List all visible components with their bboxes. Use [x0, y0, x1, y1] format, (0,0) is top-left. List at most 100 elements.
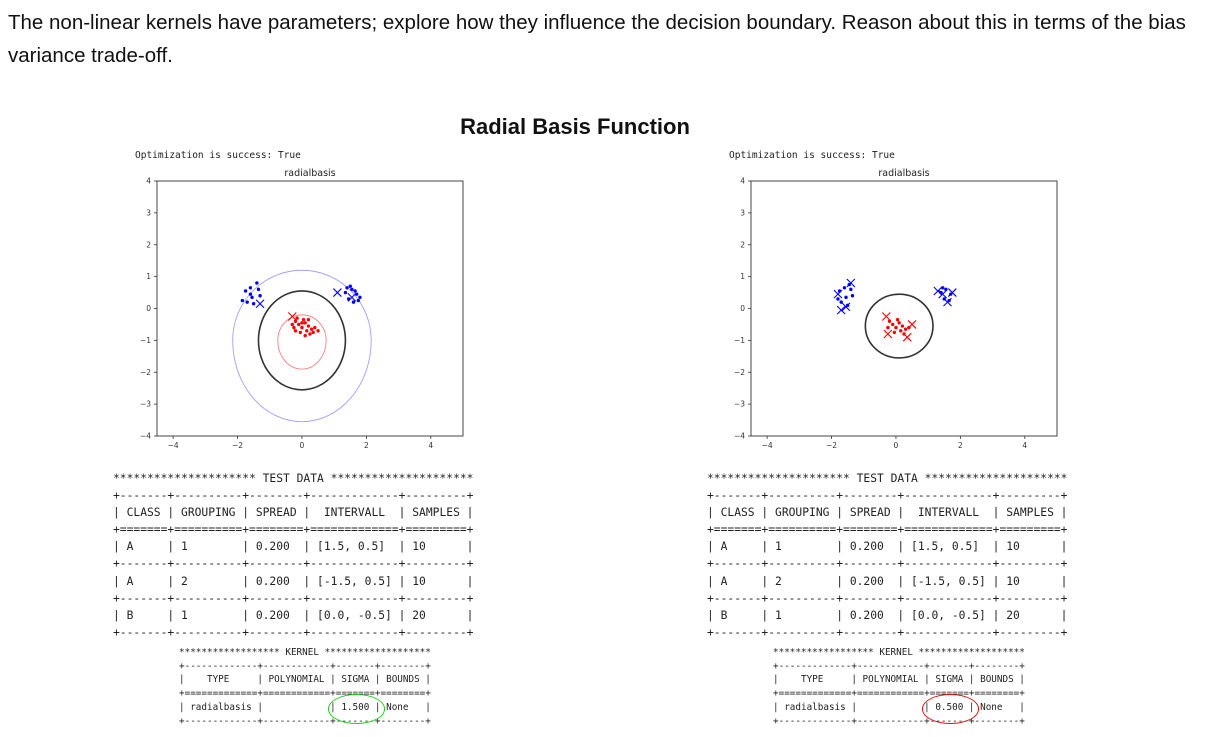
class-b-point — [301, 317, 306, 322]
class-a-point — [343, 290, 348, 295]
x-tick-label: 0 — [894, 441, 899, 450]
class-a-point — [258, 294, 262, 298]
class-a-point — [355, 292, 359, 296]
class-b-point — [309, 327, 314, 331]
support-vector-marker — [907, 320, 917, 329]
panel-sigma-1-5: Optimization is success: True radialbasi… — [113, 146, 543, 736]
test-data-table: ********************* TEST DATA ********… — [113, 472, 474, 639]
class-b-point — [900, 324, 905, 328]
class-b-point — [892, 330, 897, 335]
class-b-point — [887, 319, 892, 323]
panel-sigma-0-5: Optimization is success: True radialbasi… — [707, 146, 1137, 736]
x-tick-label: 2 — [364, 441, 369, 450]
class-a-point — [940, 286, 945, 290]
support-vector-marker — [883, 329, 893, 339]
class-b-point — [300, 321, 304, 325]
class-b-point — [899, 329, 903, 333]
class-a-point — [345, 286, 349, 290]
class-b-point — [295, 316, 299, 320]
class-a-point — [356, 298, 361, 303]
class-b-point — [303, 333, 307, 338]
y-tick-label: −3 — [140, 400, 151, 409]
optimization-status: Optimization is success: True — [729, 150, 895, 161]
support-vector-marker — [938, 289, 948, 299]
y-tick-label: −3 — [734, 400, 745, 409]
x-tick-label: −2 — [232, 441, 243, 450]
support-vector-marker — [943, 297, 952, 307]
class-a-point — [256, 287, 261, 292]
class-b-point — [316, 329, 320, 333]
support-vector-marker — [287, 312, 297, 321]
intro-paragraph: The non-linear kernels have parameters; … — [8, 11, 1186, 67]
x-tick-label: −2 — [826, 441, 837, 450]
class-b-point — [306, 324, 311, 328]
y-tick-label: 3 — [740, 208, 745, 217]
kernel-table: ****************** KERNEL **************… — [179, 647, 431, 727]
decision-boundary-contour — [257, 290, 347, 391]
class-a-point — [250, 295, 254, 300]
class-b-point — [313, 325, 317, 330]
class-b-point — [311, 330, 315, 335]
support-vector-marker — [332, 288, 342, 297]
class-a-point — [358, 295, 362, 300]
class-b-point — [308, 332, 312, 336]
class-a-point — [240, 298, 245, 303]
class-b-point — [293, 319, 298, 323]
y-tick-label: 1 — [146, 272, 151, 281]
margin-a-contour — [232, 269, 372, 422]
class-b-point — [292, 325, 296, 330]
x-tick-label: 4 — [1022, 441, 1027, 450]
y-tick-label: −1 — [734, 336, 745, 345]
class-b-point — [298, 330, 303, 335]
class-b-point — [300, 325, 304, 330]
support-vector-marker — [347, 292, 357, 302]
class-a-point — [255, 281, 259, 285]
plot-frame — [156, 180, 464, 437]
support-vector-marker — [902, 332, 912, 342]
chart-title: radialbasis — [878, 168, 929, 179]
class-b-point — [306, 317, 311, 322]
support-vector-marker — [833, 289, 843, 299]
sigma-value: 1.500 — [335, 701, 375, 713]
class-a-point — [849, 287, 853, 292]
class-b-point — [894, 325, 898, 330]
class-b-point — [897, 321, 901, 325]
y-tick-label: 4 — [740, 177, 745, 186]
class-a-point — [245, 300, 249, 304]
y-tick-label: 3 — [146, 208, 151, 217]
x-tick-label: −4 — [168, 441, 179, 450]
y-tick-label: 2 — [146, 240, 151, 249]
class-a-point — [248, 286, 253, 290]
y-tick-label: 4 — [146, 177, 151, 186]
y-tick-label: −2 — [734, 368, 745, 377]
class-b-point — [293, 329, 298, 333]
sigma-value: 0.500 — [929, 701, 969, 713]
x-tick-label: 0 — [300, 441, 305, 450]
class-a-point — [353, 289, 357, 293]
x-tick-label: 4 — [428, 441, 433, 450]
figure-title: Radial Basis Function — [460, 114, 690, 139]
class-a-point — [844, 295, 848, 300]
y-tick-label: −4 — [734, 432, 745, 441]
class-a-point — [251, 302, 256, 306]
class-b-point — [297, 322, 301, 327]
y-tick-label: 1 — [740, 272, 745, 281]
class-a-point — [850, 294, 855, 298]
y-tick-label: −2 — [140, 368, 151, 377]
rbf-plot-sigma-1-5: radialbasis −4 −2 0 2 4 −4 −3 −2 −1 0 1 2 3 4 — [140, 168, 464, 450]
support-vector-marker — [947, 288, 957, 297]
y-tick-label: −4 — [140, 432, 151, 441]
class-a-point — [348, 284, 352, 288]
class-a-point — [243, 289, 248, 293]
class-b-point — [895, 317, 900, 322]
class-a-point — [248, 292, 253, 296]
class-b-point — [303, 321, 307, 325]
class-a-point — [351, 300, 356, 304]
class-b-point — [886, 325, 890, 330]
class-b-point — [290, 322, 294, 327]
support-vector-marker — [841, 302, 851, 312]
class-b-point — [305, 329, 309, 333]
support-vector-marker — [255, 299, 265, 309]
support-vector-marker — [846, 278, 856, 288]
class-a-point — [350, 287, 354, 292]
